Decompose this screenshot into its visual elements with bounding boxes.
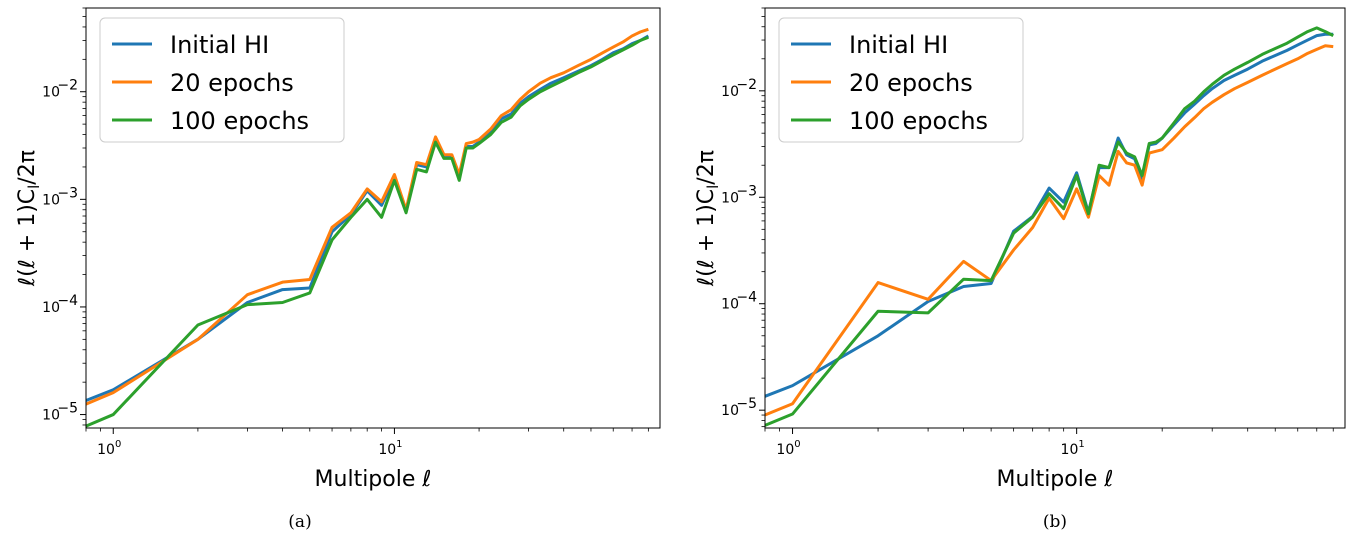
plot-frame: [85, 7, 661, 429]
series-line-20-epochs: [85, 27, 649, 406]
x-axis-label: Multipole ℓ: [315, 467, 432, 492]
y-tick-label: 10: [42, 85, 60, 101]
legend-label: Initial HI: [170, 31, 269, 59]
x-tick-label: 101: [1061, 439, 1085, 458]
series-line-20-epochs: [764, 44, 1334, 417]
plot-frame: [764, 7, 1346, 429]
legend-label: Initial HI: [849, 31, 948, 59]
y-tick-label: 10: [42, 192, 60, 208]
legend-box: [778, 17, 1024, 143]
x-axis-label: Multipole ℓ: [997, 467, 1114, 492]
legend-label: 20 epochs: [170, 69, 294, 97]
x-tick-label: 101: [378, 439, 402, 458]
y-tick-label: 10: [721, 403, 739, 419]
legend-label: 100 epochs: [170, 107, 309, 135]
y-tick-exponent: −5: [736, 396, 757, 412]
y-tick-label: 10: [721, 84, 739, 100]
y-axis-label: ℓ(ℓ + 1)Cl/2π: [694, 150, 722, 287]
y-tick-label: 10: [721, 297, 739, 313]
x-tick-label: 100: [776, 439, 800, 458]
y-tick-exponent: −5: [57, 401, 78, 417]
panel-caption: (b): [1043, 512, 1067, 532]
legend-label: 100 epochs: [849, 107, 988, 135]
legend-label: 20 epochs: [849, 69, 973, 97]
legend: Initial HI 20 epochs 100 epochs: [99, 17, 345, 143]
legend: Initial HI 20 epochs 100 epochs: [778, 17, 1024, 143]
y-tick-exponent: −3: [57, 185, 78, 201]
y-tick-label: 10: [721, 190, 739, 206]
y-tick-label: 10: [42, 408, 60, 424]
y-axis-label: ℓ(ℓ + 1)Cl/2π: [15, 150, 43, 287]
x-tick-label: 100: [97, 439, 121, 458]
y-tick-label: 10: [42, 300, 60, 316]
y-tick-exponent: −4: [57, 293, 78, 309]
y-tick-exponent: −2: [736, 77, 757, 93]
panel-caption: (a): [288, 512, 311, 532]
series-line-100-epochs: [764, 26, 1334, 427]
y-tick-exponent: −2: [57, 78, 78, 94]
y-tick-exponent: −4: [736, 290, 757, 306]
series-line-100-epochs: [85, 35, 649, 428]
legend-box: [99, 17, 345, 143]
y-tick-exponent: −3: [736, 183, 757, 199]
